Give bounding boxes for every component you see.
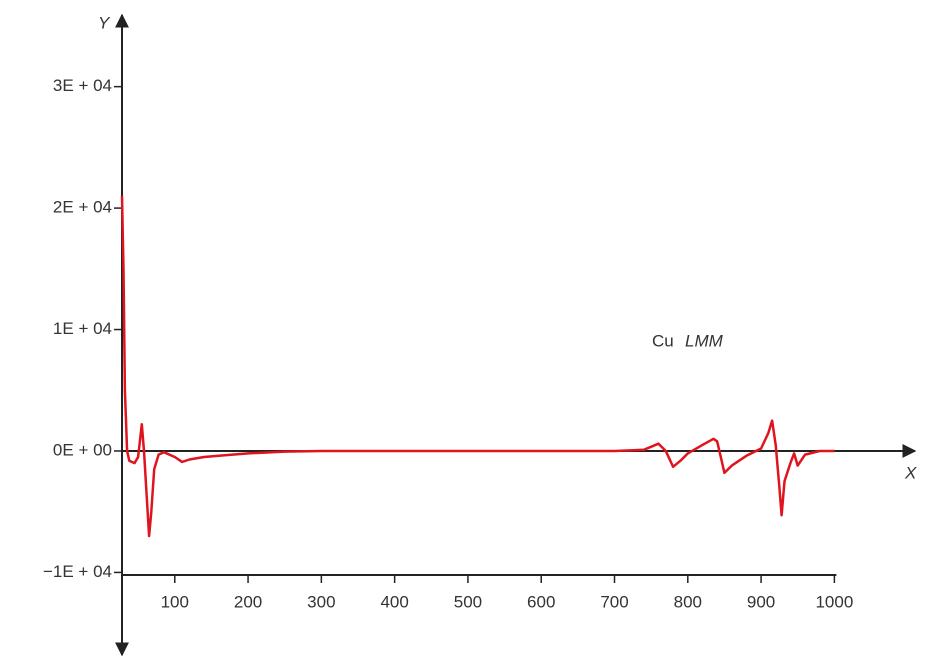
y-axis-label: Y	[98, 13, 111, 32]
y-tick-label: −1E + 04	[43, 562, 112, 581]
x-tick-label: 800	[674, 592, 702, 611]
x-axis-label: X	[904, 463, 917, 482]
y-tick-label: 0E + 00	[53, 440, 112, 459]
data-line	[120, 195, 835, 538]
x-tick-label: 1000	[815, 592, 853, 611]
y-tick-label: 2E + 04	[53, 198, 112, 217]
x-tick-label: 500	[454, 592, 482, 611]
x-tick-label: 700	[600, 592, 628, 611]
y-tick-label: 1E + 04	[53, 319, 112, 338]
x-tick-label: 200	[234, 592, 262, 611]
y-tick-label: 3E + 04	[53, 76, 112, 95]
annotation: LMM	[685, 331, 724, 350]
x-tick-label: 900	[747, 592, 775, 611]
x-tick-label: 300	[307, 592, 335, 611]
x-tick-label: 400	[380, 592, 408, 611]
x-tick-label: 100	[161, 592, 189, 611]
x-tick-label: 600	[527, 592, 555, 611]
annotation: Cu	[652, 331, 674, 350]
